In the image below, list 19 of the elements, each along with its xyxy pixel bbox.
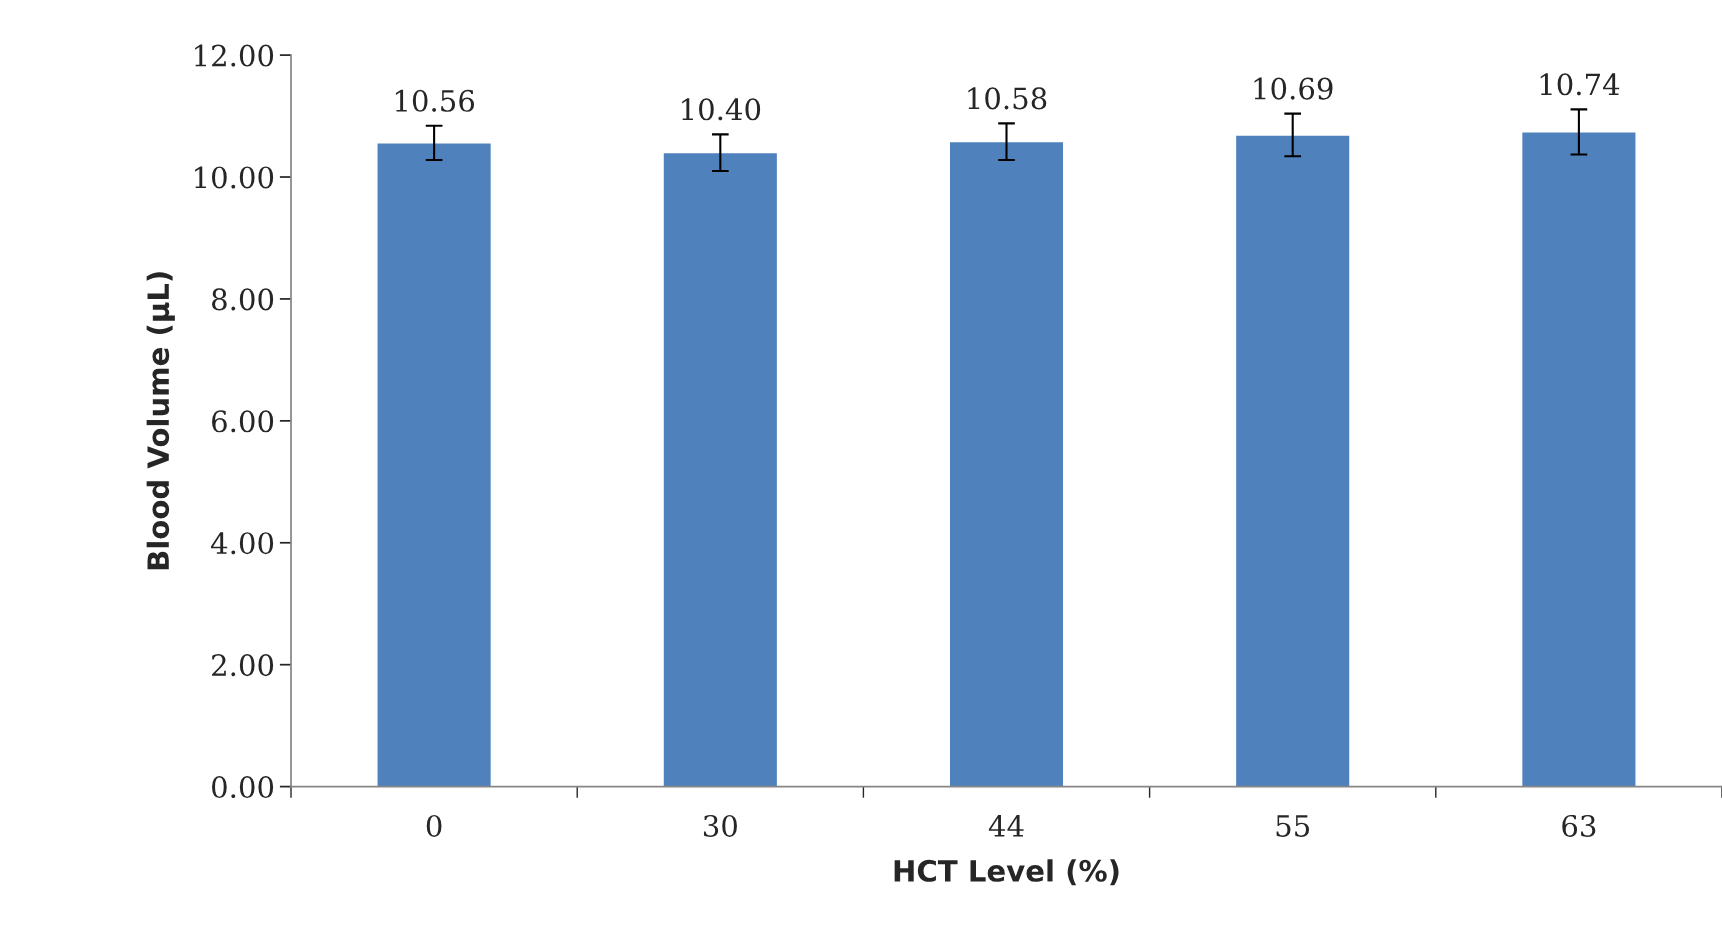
data-label: 10.40 bbox=[682, 98, 761, 121]
x-tick-label: 44 bbox=[988, 814, 1024, 837]
y-axis-title: Blood Volume (µL) bbox=[146, 272, 175, 570]
x-tick-label: 63 bbox=[1562, 814, 1596, 837]
x-tick-label: 30 bbox=[703, 814, 737, 837]
y-tick-label: 10.00 bbox=[195, 166, 274, 189]
y-tick-label: 12.00 bbox=[195, 44, 274, 67]
x-axis-title: HCT Level (%) bbox=[894, 859, 1119, 886]
data-label: 10.69 bbox=[1254, 77, 1333, 100]
y-tick-label: 2.00 bbox=[212, 654, 274, 677]
x-tick-label: 0 bbox=[426, 814, 442, 837]
y-tick-label: 6.00 bbox=[212, 410, 274, 433]
data-label: 10.56 bbox=[395, 89, 475, 112]
data-label: 10.58 bbox=[968, 87, 1047, 110]
y-tick-label: 0.00 bbox=[212, 776, 274, 799]
y-tick-label: 4.00 bbox=[211, 532, 274, 555]
y-tick-label: 8.00 bbox=[212, 288, 274, 311]
data-label: 10.74 bbox=[1540, 73, 1620, 96]
x-tick-label: 55 bbox=[1276, 815, 1310, 837]
